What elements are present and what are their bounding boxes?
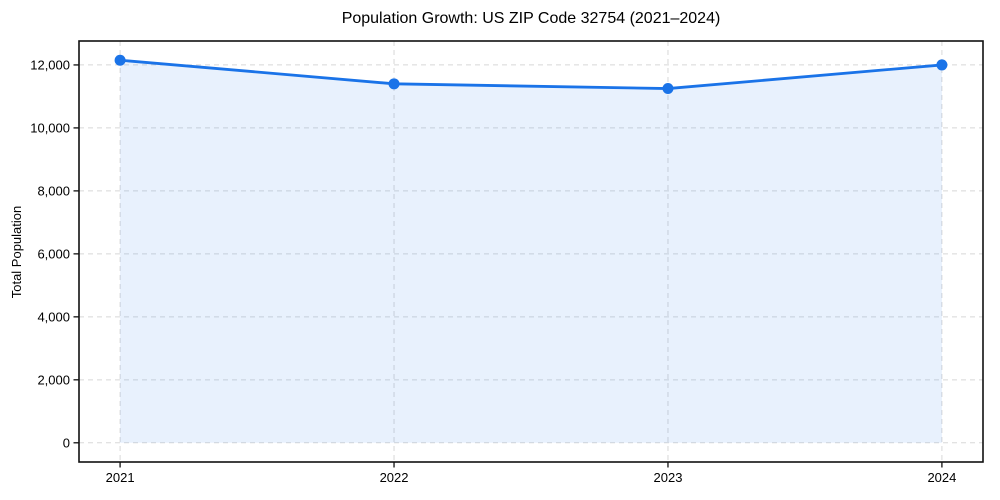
x-tick-label: 2022 [380, 470, 409, 485]
x-tick-label: 2024 [927, 470, 956, 485]
y-tick-label: 10,000 [30, 120, 70, 135]
area-fill [120, 60, 942, 443]
x-tick-label: 2023 [654, 470, 683, 485]
population-line [118, 58, 944, 90]
data-point-2021 [114, 54, 126, 66]
data-point-2024 [936, 59, 948, 71]
data-point-2023 [662, 83, 674, 95]
y-tick-label: 4,000 [37, 309, 70, 324]
y-tick-label: 6,000 [37, 246, 70, 261]
chart-title: Population Growth: US ZIP Code 32754 (20… [341, 10, 721, 27]
y-tick-label: 2,000 [37, 372, 70, 387]
data-point-2022 [388, 78, 400, 90]
x-tick-label: 2021 [106, 470, 135, 485]
y-axis-label: Total Population [9, 205, 24, 299]
axes-frame [78, 40, 984, 463]
y-tick-label: 0 [63, 435, 70, 450]
y-tick-label: 12,000 [30, 57, 70, 72]
y-tick-label: 8,000 [37, 183, 70, 198]
